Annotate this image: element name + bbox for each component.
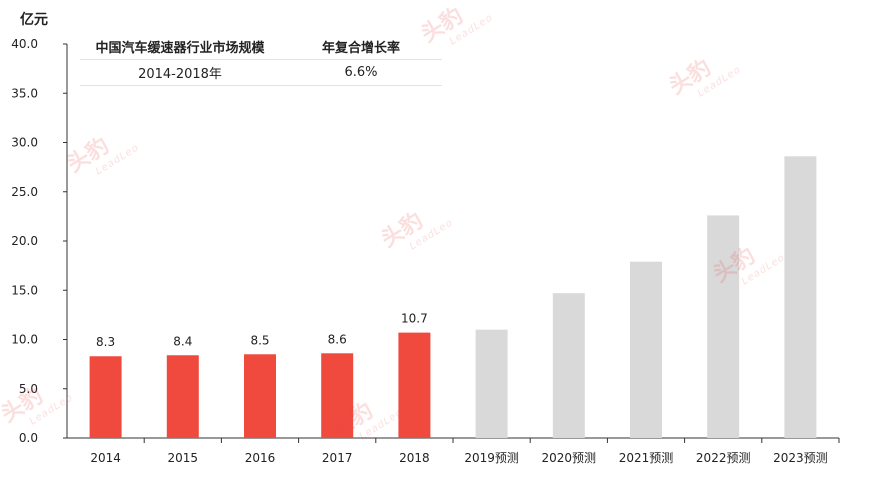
y-tick-label: 20.0 (11, 234, 38, 248)
x-tick-label: 2014 (90, 451, 121, 465)
x-tick-label: 2015 (168, 451, 199, 465)
bar (707, 215, 740, 438)
y-tick-label: 40.0 (11, 37, 38, 51)
cagr-header-value: 年复合增长率 (321, 41, 400, 56)
cagr-header-label: 中国汽车缓速器行业市场规模 (95, 41, 265, 56)
x-tick-label: 2017 (322, 451, 353, 465)
bar (398, 332, 431, 438)
data-label: 8.6 (328, 332, 347, 346)
x-tick-label: 2018 (399, 451, 430, 465)
bar (244, 354, 276, 438)
y-tick-label: 25.0 (11, 185, 38, 199)
bar (475, 329, 508, 438)
x-tick-label: 2019预测 (464, 451, 519, 465)
y-axis-unit-label: 亿元 (20, 12, 48, 28)
data-label: 8.4 (173, 334, 192, 348)
y-tick-label: 10.0 (11, 333, 38, 347)
y-tick-label: 35.0 (11, 86, 38, 100)
bar (166, 355, 199, 438)
y-tick-label: 15.0 (11, 283, 38, 297)
cagr-table: 中国汽车缓速器行业市场规模 年复合增长率 2014-2018年 6.6% (80, 34, 442, 86)
data-label: 8.3 (96, 335, 115, 349)
x-tick-label: 2022预测 (696, 451, 751, 465)
data-label: 10.7 (401, 312, 428, 326)
x-tick-label: 2020预测 (542, 451, 597, 465)
y-tick-label: 5.0 (19, 382, 38, 396)
y-tick-label: 0.0 (19, 431, 38, 445)
bar (321, 353, 354, 438)
cagr-period: 2014-2018年 (138, 67, 222, 82)
cagr-table-row: 2014-2018年 6.6% (80, 60, 442, 86)
data-label: 8.5 (250, 333, 269, 347)
cagr-value: 6.6% (344, 65, 378, 80)
bar (89, 356, 122, 438)
x-tick-label: 2016 (245, 451, 276, 465)
bar (552, 293, 585, 438)
x-tick-label: 2021预测 (619, 451, 674, 465)
cagr-table-header: 中国汽车缓速器行业市场规模 年复合增长率 (80, 34, 442, 60)
bar (784, 156, 817, 439)
bar (630, 261, 662, 438)
y-tick-label: 30.0 (11, 136, 38, 150)
x-tick-label: 2023预测 (773, 451, 828, 465)
